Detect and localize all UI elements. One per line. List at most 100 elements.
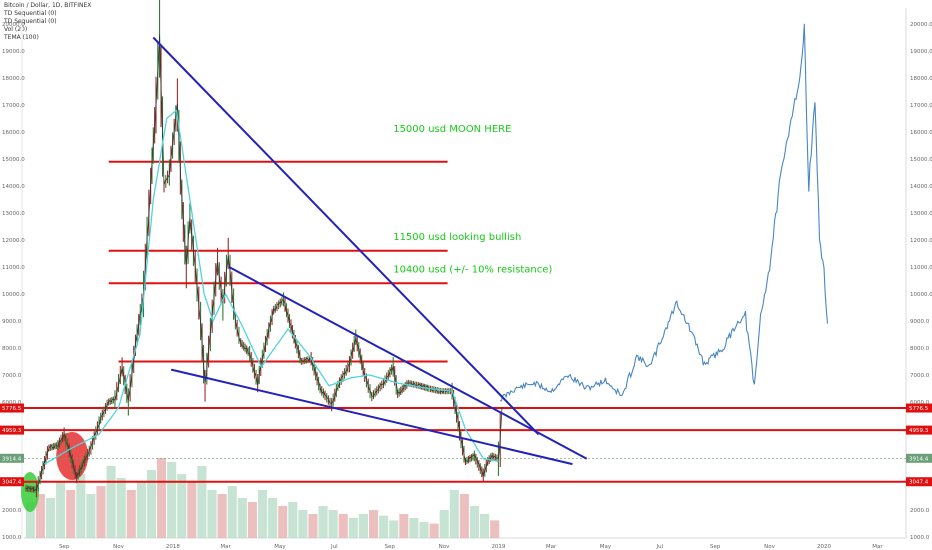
volume-bar: [157, 458, 167, 538]
volume-bar: [207, 490, 217, 538]
y-tick-label-right: 10000.0: [910, 292, 932, 298]
y-tick-label-left: 16000.0: [2, 130, 25, 136]
y-tick-label-right: 7000.0: [910, 373, 930, 379]
volume-bar: [187, 482, 197, 538]
x-tick-label: 2019: [491, 544, 505, 550]
x-tick-label: Mar: [872, 544, 883, 550]
y-tick-label-left: 18000.0: [2, 76, 25, 82]
chart-legend: Bitcoin / Dollar, 1D, BITFINEX TD Sequen…: [4, 2, 91, 42]
y-tick-label-left: 19000.0: [2, 49, 25, 55]
level-price-tag-left: [0, 477, 24, 487]
x-tick-label: May: [274, 544, 286, 550]
volume-bar: [348, 518, 358, 538]
y-tick-label-right: 11000.0: [910, 265, 932, 271]
y-tick-label-left: 14000.0: [2, 184, 25, 190]
y-tick-label-right: 13000.0: [910, 211, 932, 217]
annotation-text-1: 15000 usd MOON HERE: [393, 124, 511, 135]
y-tick-label-right: 16000.0: [910, 130, 932, 136]
y-tick-label-left: 15000.0: [2, 157, 25, 163]
volume-bar: [66, 490, 76, 538]
level-price-tag-right: [906, 425, 932, 435]
volume-bar: [197, 466, 207, 538]
volume-bar: [459, 494, 469, 538]
volume-bar: [25, 502, 35, 538]
volume-bar: [379, 515, 389, 538]
volume-bar: [217, 494, 227, 538]
volume-bar: [419, 522, 429, 538]
volume-bar: [106, 466, 116, 538]
trendline-descending-middle: [228, 266, 588, 460]
chart-title: Bitcoin / Dollar, 1D, BITFINEX: [4, 2, 92, 9]
volume-bar: [56, 482, 66, 538]
indicator-td-sequential-2: TD Sequential (0): [4, 18, 57, 25]
y-tick-label-left: 1000.0: [2, 535, 22, 541]
level-price-label-right: 3047.4: [909, 480, 929, 486]
y-tick-label-right: 14000.0: [910, 184, 932, 190]
volume-bar: [278, 506, 288, 538]
volume-bar: [449, 490, 459, 538]
volume-bar: [177, 474, 187, 538]
volume-bar: [490, 520, 500, 538]
y-tick-label-left: 9000.0: [2, 319, 22, 325]
y-tick-label-left: 13000.0: [2, 211, 25, 217]
annotation-text-3: 10400 usd (+/- 10% resistance): [393, 264, 552, 275]
level-price-label-left: 3047.4: [2, 480, 22, 486]
volume-bar: [338, 514, 348, 538]
x-tick-label: 2018: [166, 544, 180, 550]
indicator-td-sequential-1: TD Sequential (0): [4, 10, 57, 17]
volume-bar: [116, 478, 126, 538]
volume-bar: [237, 498, 247, 538]
x-tick-label: Mar: [546, 544, 557, 550]
last-price-tag-left: [0, 453, 24, 463]
y-tick-label-right: 1000.0: [910, 535, 930, 541]
volume-bar: [328, 510, 338, 538]
x-tick-label: Nov: [113, 544, 124, 550]
trendline-descending-lower: [170, 368, 573, 466]
volume-bar: [318, 506, 328, 538]
y-tick-label-right: 18000.0: [910, 76, 932, 82]
tema-line: [44, 109, 499, 465]
y-tick-label-left: 20000.0: [2, 22, 25, 28]
volume-bar: [136, 482, 146, 538]
y-tick-label-left: 10000.0: [2, 292, 25, 298]
volume-bar: [247, 502, 257, 538]
last-price-label-right: 3914.4: [909, 456, 929, 462]
level-price-tag-right: [906, 403, 932, 413]
x-tick-label: Nov: [439, 544, 450, 550]
volume-bar: [227, 486, 237, 538]
x-tick-label: May: [600, 544, 612, 550]
volume-bar: [45, 498, 56, 538]
volume-bar: [76, 474, 86, 538]
level-price-tag-right: [906, 477, 932, 487]
volume-bar: [399, 514, 409, 538]
level-price-label-left: 4959.3: [2, 428, 22, 434]
y-tick-label-left: 17000.0: [2, 103, 25, 109]
level-price-label-right: 4959.3: [909, 428, 929, 434]
volume-bar: [389, 520, 399, 538]
volume-bar: [268, 498, 278, 538]
volume-bar: [257, 490, 268, 538]
y-tick-label-right: 6000.0: [910, 400, 930, 406]
volume-bar: [469, 506, 480, 538]
volume-bar: [308, 514, 318, 538]
x-tick-label: Jul: [656, 544, 664, 550]
volume-bar: [439, 510, 449, 538]
volume-bar: [288, 502, 298, 538]
volume-bar: [429, 523, 439, 538]
level-price-tag-left: [0, 425, 24, 435]
last-price-tag-right: [906, 453, 932, 463]
volume-bar: [35, 494, 45, 538]
y-tick-label-right: 20000.0: [910, 22, 932, 28]
last-price-label-left: 3914.4: [2, 456, 22, 462]
y-tick-label-left: 11000.0: [2, 265, 25, 271]
y-tick-label-right: 9000.0: [910, 319, 930, 325]
volume-bar: [96, 486, 106, 538]
x-tick-label: Sep: [384, 544, 395, 550]
y-tick-label-left: 12000.0: [2, 238, 25, 244]
volume-bar: [358, 514, 368, 538]
volume-bar: [409, 518, 419, 538]
volume-bar: [480, 514, 490, 538]
x-tick-label: 2020: [817, 544, 831, 550]
y-tick-label-left: 6000.0: [2, 400, 22, 406]
